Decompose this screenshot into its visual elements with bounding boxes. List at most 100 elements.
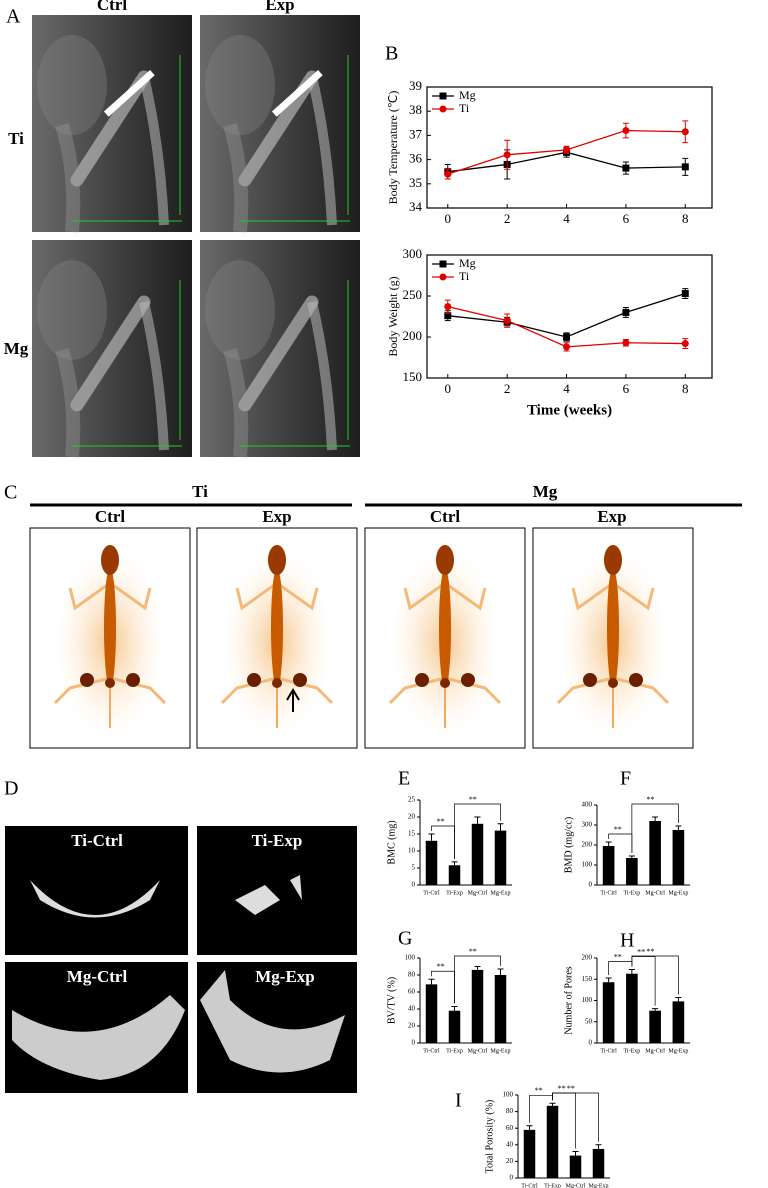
x-tick-label: 0 xyxy=(445,381,452,396)
y-tick-label: 200 xyxy=(403,328,423,343)
significance-label: ** xyxy=(535,1086,543,1095)
marker xyxy=(622,127,630,135)
x-tick-label: Ti-Ctrl xyxy=(423,1048,440,1054)
bar xyxy=(494,975,507,1043)
x-tick-label: Mg-Ctrl xyxy=(566,1183,586,1188)
significance-label: ** xyxy=(646,947,654,956)
y-tick-label: 38 xyxy=(409,102,422,117)
y-tick-label: 40 xyxy=(506,1140,514,1148)
bar xyxy=(425,840,438,885)
y-tick-label: 15 xyxy=(408,830,416,838)
x-tick-label: Ti-Exp xyxy=(623,890,640,896)
y-axis-label: BMD (mg/cc) xyxy=(563,817,574,873)
bar xyxy=(672,830,685,885)
ct-image xyxy=(197,826,357,955)
error-bar xyxy=(572,1150,579,1156)
error-bar xyxy=(628,855,635,858)
y-tick-label: 34 xyxy=(409,199,423,214)
y-tick-label: 50 xyxy=(585,1017,593,1025)
panel-label: H xyxy=(620,930,634,952)
plot-frame xyxy=(426,254,713,379)
significance-label: ** xyxy=(567,1084,575,1093)
x-tick-label: 6 xyxy=(623,381,630,396)
x-tick-label: 8 xyxy=(682,211,689,226)
bar xyxy=(602,846,615,885)
bone-3d xyxy=(200,970,345,1073)
x-tick-label: Ti-Ctrl xyxy=(600,1048,617,1054)
x-tick-label: Mg-Ctrl xyxy=(468,1048,488,1054)
error-bar xyxy=(628,968,635,974)
y-tick-label: 60 xyxy=(408,988,416,996)
error-bar xyxy=(526,1125,533,1130)
x-tick-label: 4 xyxy=(563,381,570,396)
y-tick-label: 80 xyxy=(408,971,416,979)
panel-label: B xyxy=(385,43,398,65)
significance-label: ** xyxy=(469,795,477,804)
significance-label: ** xyxy=(437,962,445,971)
y-axis-label: BMC (mg) xyxy=(386,820,397,864)
y-tick-label: 400 xyxy=(582,801,593,809)
y-tick-label: 100 xyxy=(582,996,593,1004)
xray-ti-ctrl xyxy=(32,15,192,232)
significance-label: ** xyxy=(614,825,622,834)
bone-3d xyxy=(30,880,160,918)
y-tick-label: 35 xyxy=(409,175,422,190)
panel-label: I xyxy=(455,1090,462,1112)
bar xyxy=(448,865,461,885)
implant xyxy=(103,70,155,117)
legend-marker xyxy=(439,92,447,100)
x-tick-label: 6 xyxy=(623,211,630,226)
y-tick-label: 80 xyxy=(506,1107,514,1115)
marker xyxy=(622,164,630,172)
x-axis-label: Time (weeks) xyxy=(527,402,612,418)
bar xyxy=(626,973,638,1043)
y-tick-label: 20 xyxy=(506,1157,514,1165)
error-bar xyxy=(451,861,458,866)
marker xyxy=(622,339,630,347)
significance-bracket xyxy=(631,955,679,995)
error-bar xyxy=(652,1008,659,1011)
panel-label: A xyxy=(6,6,21,28)
error-bar xyxy=(474,816,481,824)
significance-label: ** xyxy=(614,952,622,961)
bar xyxy=(471,823,484,885)
error-bar xyxy=(605,841,612,846)
significance-bracket xyxy=(608,961,633,975)
column-label: Ctrl xyxy=(95,507,125,526)
column-label: Ctrl xyxy=(97,0,127,14)
column-label: Ctrl xyxy=(430,507,460,526)
bar xyxy=(448,1010,461,1043)
marker xyxy=(563,146,571,154)
x-tick-label: Mg-Ctrl xyxy=(645,1048,665,1054)
y-tick-label: 100 xyxy=(405,954,416,962)
y-tick-label: 250 xyxy=(403,287,423,302)
marker xyxy=(563,333,571,341)
y-tick-label: 40 xyxy=(408,1005,416,1013)
significance-bracket xyxy=(454,803,501,859)
legend-marker xyxy=(439,105,447,113)
marker xyxy=(563,343,571,351)
x-tick-label: Mg-Exp xyxy=(668,890,688,896)
x-tick-label: 4 xyxy=(563,211,570,226)
x-tick-label: Ti-Exp xyxy=(446,890,463,896)
bar xyxy=(471,969,484,1043)
bar xyxy=(602,982,615,1043)
arrow xyxy=(286,688,300,712)
marker xyxy=(681,290,689,298)
legend-marker xyxy=(439,260,447,268)
xray-mg-exp xyxy=(200,240,360,457)
y-tick-label: 100 xyxy=(503,1091,514,1099)
error-bar xyxy=(474,966,481,970)
bar xyxy=(672,1001,685,1043)
y-tick-label: 36 xyxy=(409,151,423,166)
significance-label: ** xyxy=(646,795,654,804)
error-bar xyxy=(428,833,435,841)
significance-bracket xyxy=(631,803,679,853)
panel-label: E xyxy=(398,768,410,790)
image-label: Mg-Ctrl xyxy=(67,967,128,986)
y-tick-label: 200 xyxy=(582,841,593,849)
bar xyxy=(546,1105,559,1178)
y-tick-label: 20 xyxy=(408,813,416,821)
xray-ti-exp xyxy=(200,15,360,232)
